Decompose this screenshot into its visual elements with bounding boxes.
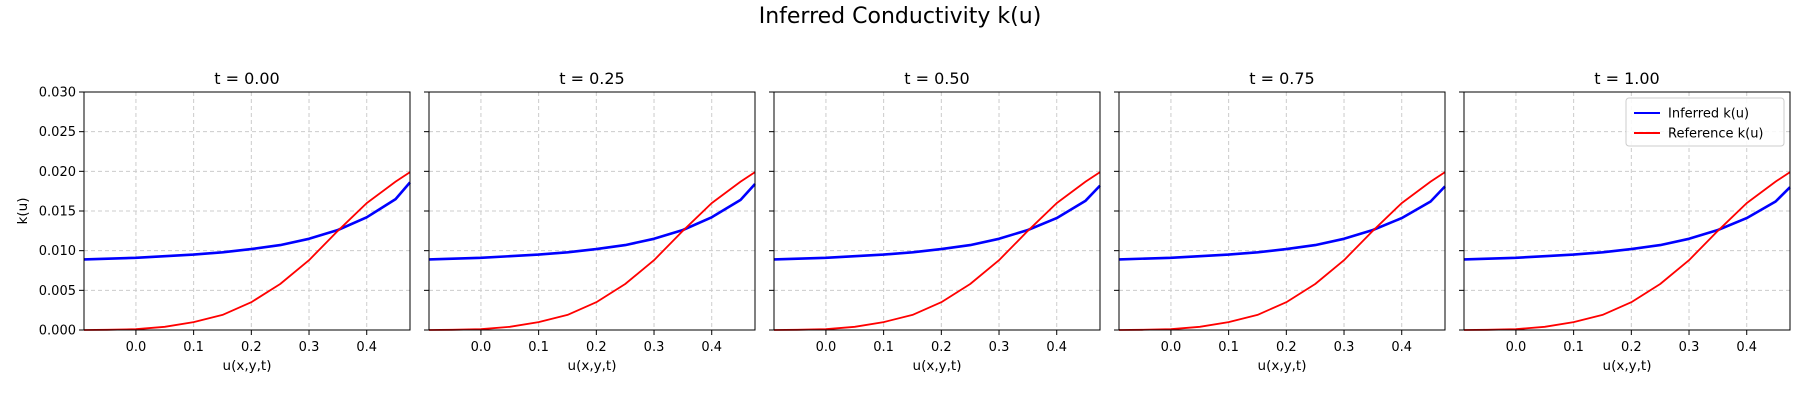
x-axis-label: u(x,y,t) <box>223 358 272 374</box>
x-tick-label: 0.2 <box>586 340 607 355</box>
x-tick-label: 0.3 <box>1679 340 1700 355</box>
x-tick-label: 0.3 <box>299 340 320 355</box>
reference-line <box>83 171 411 331</box>
inferred-line <box>83 181 411 261</box>
y-tick-label: 0.015 <box>39 205 76 220</box>
panel-title: t = 0.25 <box>559 69 624 88</box>
y-tick-label: 0.005 <box>39 284 76 299</box>
x-tick-label: 0.0 <box>126 340 147 355</box>
y-tick-label: 0.030 <box>39 86 76 101</box>
reference-line <box>1463 171 1791 331</box>
x-tick-label: 0.4 <box>1736 340 1757 355</box>
x-tick-label: 0.0 <box>471 340 492 355</box>
x-tick-label: 0.1 <box>1563 340 1584 355</box>
x-tick-label: 0.0 <box>816 340 837 355</box>
x-axis-label: u(x,y,t) <box>1258 358 1307 374</box>
y-tick-label: 0.020 <box>39 165 76 180</box>
x-axis-label: u(x,y,t) <box>913 358 962 374</box>
x-tick-label: 0.1 <box>183 340 204 355</box>
legend-box <box>1625 97 1785 147</box>
y-tick-label: 0.010 <box>39 244 76 259</box>
x-tick-label: 0.2 <box>241 340 262 355</box>
x-tick-label: 0.3 <box>1334 340 1355 355</box>
x-tick-label: 0.2 <box>1276 340 1297 355</box>
inferred-line <box>773 184 1101 261</box>
x-tick-label: 0.0 <box>1161 340 1182 355</box>
y-tick-label: 0.025 <box>39 125 76 140</box>
y-axis-label: k(u) <box>15 198 31 225</box>
inferred-line <box>428 183 756 261</box>
x-tick-label: 0.4 <box>356 340 377 355</box>
x-tick-label: 0.1 <box>873 340 894 355</box>
legend-inferred-label: Inferred k(u) <box>1668 107 1749 122</box>
inferred-line <box>1118 185 1446 261</box>
reference-line <box>773 171 1101 331</box>
x-tick-label: 0.4 <box>1391 340 1412 355</box>
x-tick-label: 0.3 <box>989 340 1010 355</box>
x-tick-label: 0.4 <box>701 340 722 355</box>
x-tick-label: 0.0 <box>1506 340 1527 355</box>
panel-title: t = 0.50 <box>904 69 969 88</box>
x-axis-label: u(x,y,t) <box>1603 358 1652 374</box>
panel-title: t = 1.00 <box>1594 69 1659 88</box>
x-axis-label: u(x,y,t) <box>568 358 617 374</box>
panel-title: t = 0.75 <box>1249 69 1314 88</box>
panel-title: t = 0.00 <box>214 69 279 88</box>
x-tick-label: 0.3 <box>644 340 665 355</box>
reference-line <box>428 171 756 331</box>
x-tick-label: 0.2 <box>931 340 952 355</box>
x-tick-label: 0.1 <box>528 340 549 355</box>
figure-title: Inferred Conductivity k(u) <box>758 4 1042 29</box>
x-tick-label: 0.1 <box>1218 340 1239 355</box>
reference-line <box>1118 171 1446 331</box>
legend-reference-label: Reference k(u) <box>1668 127 1764 142</box>
x-tick-label: 0.2 <box>1621 340 1642 355</box>
inferred-line <box>1463 186 1791 261</box>
y-tick-label: 0.000 <box>39 324 76 339</box>
x-tick-label: 0.4 <box>1046 340 1067 355</box>
